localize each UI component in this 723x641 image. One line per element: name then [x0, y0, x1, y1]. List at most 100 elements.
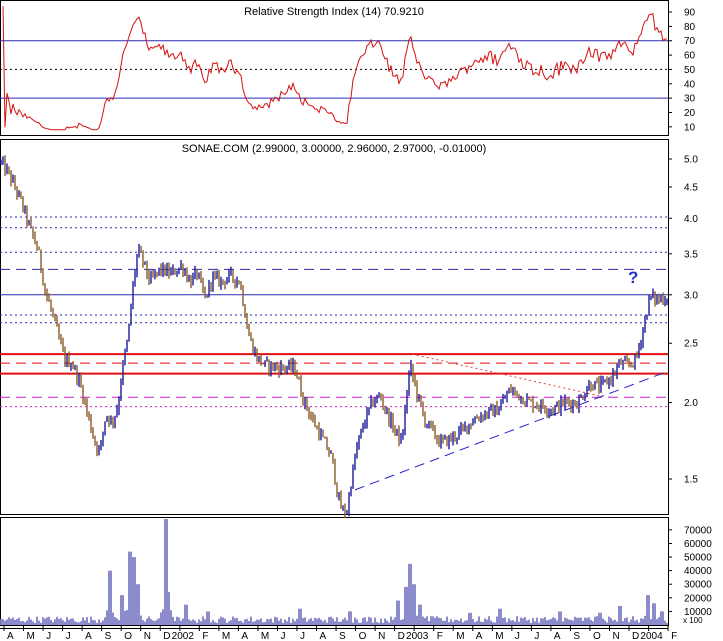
volume-bar — [576, 617, 578, 625]
volume-bar — [580, 617, 582, 625]
volume-bar — [432, 616, 434, 625]
volume-bar — [268, 619, 270, 625]
volume-bar — [38, 620, 40, 625]
volume-tick-label-5: 60000 — [684, 539, 712, 550]
volume-bar — [180, 620, 182, 625]
volume-bar — [624, 618, 626, 625]
volume-bar — [378, 622, 380, 625]
volume-bar — [518, 621, 520, 625]
price-tick-label-4: 3.5 — [684, 249, 698, 260]
volume-bar — [128, 551, 130, 625]
volume-bar — [326, 622, 328, 625]
volume-bar — [626, 617, 628, 625]
rsi-tick-label-3: 40 — [684, 79, 696, 90]
volume-bar — [552, 617, 554, 625]
volume-bar — [324, 619, 326, 625]
volume-bar — [634, 620, 636, 625]
volume-bar — [42, 617, 44, 625]
volume-bar — [166, 519, 168, 625]
volume-bar — [614, 619, 616, 625]
volume-bar — [60, 618, 62, 625]
volume-bar — [158, 618, 160, 625]
volume-bar — [90, 616, 92, 625]
volume-bar — [292, 618, 294, 625]
volume-bar — [334, 621, 336, 625]
trendline-1 — [411, 353, 601, 397]
time-tick-label-17: S — [339, 631, 346, 641]
volume-bar — [558, 611, 560, 625]
volume-bar — [316, 618, 318, 625]
volume-bar — [298, 608, 300, 625]
volume-bar — [98, 619, 100, 625]
volume-bar — [496, 616, 498, 625]
volume-bar — [264, 621, 266, 625]
volume-bar — [438, 617, 440, 625]
volume-bar — [328, 617, 330, 625]
volume-bar — [622, 621, 624, 625]
volume-bar — [470, 612, 472, 625]
volume-bar — [222, 617, 224, 625]
volume-bar — [244, 619, 246, 625]
volume-bar — [568, 619, 570, 625]
time-tick-label-23: M — [456, 631, 464, 641]
volume-bar — [336, 617, 338, 625]
volume-bar — [192, 619, 194, 625]
volume-bar — [456, 619, 458, 625]
volume-bar — [458, 620, 460, 625]
volume-bar — [564, 617, 566, 625]
volume-bar — [168, 591, 170, 625]
volume-bar — [100, 622, 102, 625]
volume-bar — [164, 519, 166, 625]
price-tick-label-5: 4.0 — [684, 214, 698, 225]
volume-tick-label-1: 20000 — [684, 593, 712, 604]
volume-tick-label-4: 50000 — [684, 553, 712, 564]
volume-bar — [448, 622, 450, 625]
volume-bar — [218, 618, 220, 625]
volume-bar — [364, 617, 366, 625]
volume-bar — [40, 622, 42, 625]
volume-bar — [582, 620, 584, 625]
volume-bar — [394, 617, 396, 625]
volume-bar — [596, 616, 598, 625]
volume-bar — [562, 621, 564, 625]
volume-bar — [136, 584, 138, 625]
volume-bar — [354, 617, 356, 625]
volume-bar — [146, 618, 148, 625]
time-tick-label-1: M — [27, 631, 35, 641]
volume-bar — [374, 617, 376, 625]
volume-bar — [70, 618, 72, 625]
volume-bar — [30, 619, 32, 625]
volume-bar — [68, 619, 70, 625]
volume-bar — [476, 621, 478, 625]
volume-bar — [32, 621, 34, 625]
price-panel: 1.5 2.0 2.5 3.0 3.5 4.0 4.5 5.0 — [0, 154, 698, 519]
volume-bar — [172, 616, 174, 625]
time-tick-label-3: J — [66, 631, 71, 641]
volume-bar — [56, 616, 58, 625]
volume-bar — [116, 618, 118, 625]
volume-bar — [188, 619, 190, 625]
volume-bar — [262, 622, 264, 625]
volume-bar — [372, 622, 374, 625]
volume-bar — [114, 617, 116, 625]
volume-bar — [8, 617, 10, 625]
volume-bar — [404, 586, 406, 625]
volume-bar — [492, 622, 494, 625]
volume-bar — [506, 622, 508, 625]
volume-bar — [148, 616, 150, 625]
volume-bar — [0, 619, 2, 625]
annotation-question-mark: ? — [628, 268, 638, 287]
volume-bar — [250, 616, 252, 625]
rsi-tick-label-4: 50 — [684, 65, 696, 76]
volume-bar — [276, 617, 278, 625]
volume-bar — [454, 619, 456, 625]
volume-bar — [76, 622, 78, 625]
price-tick-label-1: 2.0 — [684, 398, 698, 409]
volume-bar — [392, 619, 394, 625]
volume-bar — [58, 618, 60, 625]
volume-bar — [122, 595, 124, 625]
volume-bar — [420, 604, 422, 625]
time-tick-label-24: A — [476, 631, 483, 641]
volume-bar — [214, 622, 216, 625]
